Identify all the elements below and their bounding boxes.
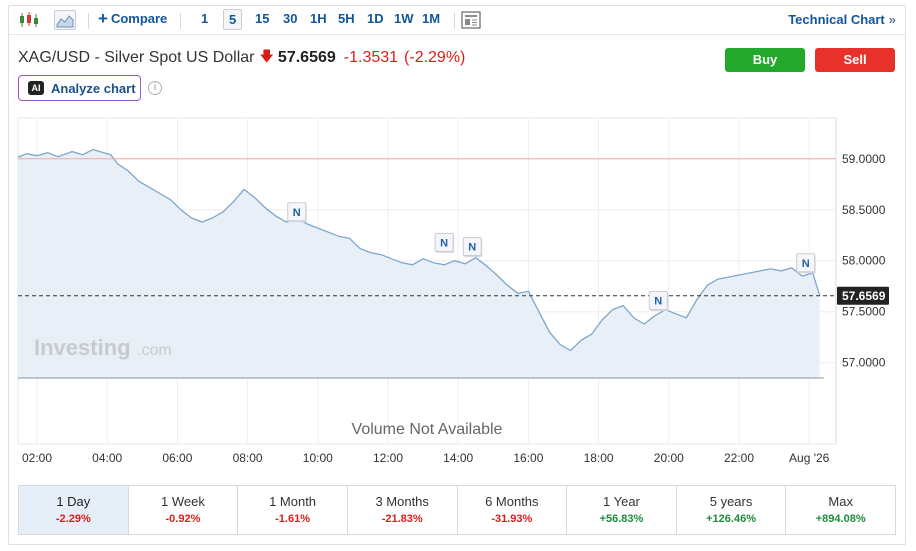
interval-5h[interactable]: 5H [338,11,355,26]
analyze-chart-label: Analyze chart [51,80,136,96]
x-tick-label: 06:00 [162,451,192,465]
price-line [17,148,821,352]
period-change: -1.61% [275,513,310,525]
instrument-name: XAG/USD - Silver Spot US Dollar [18,49,255,66]
last-price: 57.6569 [277,49,336,66]
interval-1[interactable]: 1 [201,11,209,26]
x-tick-label: 22:00 [724,451,754,465]
interval-1h[interactable]: 1H [310,11,327,26]
sell-button[interactable]: Sell [815,48,895,72]
period-label: Max [828,494,853,509]
x-tick-label: 18:00 [584,451,614,465]
interval-15[interactable]: 15 [255,11,270,26]
double-chevron-right-icon: » [888,12,896,27]
x-tick-label: Aug '26 [789,451,830,465]
period-change: +126.46% [706,513,756,525]
x-tick-label: 14:00 [443,451,473,465]
period-tab[interactable]: 1 Week -0.92% [129,486,239,534]
period-change: -21.83% [381,513,423,525]
period-change: -0.92% [165,513,201,525]
price-chart[interactable]: 59.0000 58.5000 58.0000 57.5000 57.0000 57.65… [0,0,916,480]
news-marker-label: N [440,237,448,249]
x-tick-label: 20:00 [654,451,684,465]
news-marker[interactable] [648,291,668,311]
news-marker[interactable] [287,202,307,222]
period-label: 1 Day [56,494,91,509]
period-tab[interactable]: 1 Month -1.61% [238,486,348,534]
candlestick-icon[interactable] [18,10,40,30]
y-tick-label: 57.5000 [842,305,886,319]
period-performance-bar: 1 Day -2.29% 1 Week -0.92% 1 Month -1.61% 3 Mo… [18,485,896,535]
x-tick-label: 08:00 [233,451,263,465]
compare-label: Compare [110,11,168,26]
down-arrow-icon: 🡇 [259,48,274,64]
x-tick-label: 10:00 [303,451,333,465]
news-marker[interactable] [462,236,482,256]
technical-chart-link[interactable]: Technical Chart» [788,12,896,27]
period-tab[interactable]: 3 Months -21.83% [348,486,458,534]
news-marker[interactable] [796,253,816,273]
toolbar-divider [88,13,89,29]
period-label: 6 Months [485,494,539,509]
interval-1w[interactable]: 1W [394,11,414,26]
period-tab[interactable]: 5 years +126.46% [677,486,787,534]
period-label: 1 Month [269,494,317,509]
x-tick-label: 02:00 [22,451,52,465]
ai-icon: AI [28,81,44,95]
news-marker-label: N [468,241,476,253]
period-tab[interactable]: Max +894.08% [786,486,895,534]
plus-icon: + [98,8,108,28]
period-label: 5 years [709,494,753,509]
period-label: 3 Months [375,494,429,509]
news-layout-icon[interactable] [460,10,482,30]
y-tick-label: 58.5000 [842,203,886,217]
news-marker-label: N [654,296,662,308]
instrument-header: XAG/USD - Silver Spot US Dollar 🡇 57.656… [18,46,465,70]
period-tab[interactable]: 6 Months -31.93% [458,486,568,534]
interval-5[interactable]: 5 [223,9,243,30]
investing-logo-suffix: .com [137,342,172,359]
news-marker-label: N [293,207,301,219]
y-tick-label: 57.0000 [842,356,886,370]
chart-toolbar: + Compare 1 5 15 30 1H 5H 1D 1W 1M Technical Cha… [8,5,906,35]
news-marker[interactable] [434,232,454,252]
buy-button[interactable]: Buy [725,48,805,72]
price-change-percent: (-2.29%) [404,49,466,66]
interval-1m[interactable]: 1M [422,11,441,26]
toolbar-divider [454,13,455,29]
volume-not-available: Volume Not Available [352,421,503,438]
price-change: -1.3531 [343,49,399,66]
price-area [18,149,820,378]
period-tab[interactable]: 1 Year +56.83% [567,486,677,534]
interval-30[interactable]: 30 [283,11,298,26]
period-change: -31.93% [491,513,533,525]
period-tab[interactable]: 1 Day -2.29% [19,486,129,534]
last-price-tag-label: 57.6569 [842,289,886,303]
toolbar-divider [180,13,181,29]
y-tick-label: 59.0000 [842,152,886,166]
period-label: 1 Week [161,494,205,509]
period-change: +894.08% [815,513,866,525]
info-icon[interactable]: i [148,81,162,95]
compare-button[interactable]: + Compare [98,8,168,28]
x-tick-label: 12:00 [373,451,403,465]
period-change: +56.83% [599,513,644,525]
news-marker-label: N [802,258,810,270]
area-chart-icon[interactable] [54,10,76,30]
analyze-chart-button[interactable]: AI Analyze chart [18,75,141,101]
interval-1d[interactable]: 1D [367,11,384,26]
period-label: 1 Year [603,494,640,509]
last-price-tag [837,286,889,305]
period-change: -2.29% [55,513,91,525]
technical-chart-label: Technical Chart [788,12,885,27]
y-tick-label: 58.0000 [842,254,886,268]
x-tick-label: 04:00 [92,451,122,465]
investing-logo: Investing [34,335,131,360]
x-tick-label: 16:00 [513,451,543,465]
